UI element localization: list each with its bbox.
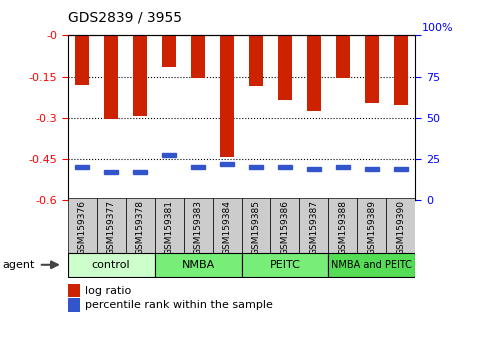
Text: agent: agent xyxy=(2,260,35,270)
Bar xyxy=(249,35,263,86)
Bar xyxy=(191,35,205,78)
FancyBboxPatch shape xyxy=(155,253,242,278)
Text: NMBA and PEITC: NMBA and PEITC xyxy=(331,260,412,270)
Text: GSM159383: GSM159383 xyxy=(194,200,202,255)
FancyBboxPatch shape xyxy=(328,198,357,253)
FancyBboxPatch shape xyxy=(357,198,386,253)
Text: GDS2839 / 3955: GDS2839 / 3955 xyxy=(68,11,182,25)
Text: 100%: 100% xyxy=(422,23,454,33)
FancyBboxPatch shape xyxy=(242,253,328,278)
Bar xyxy=(104,35,118,119)
Text: PEITC: PEITC xyxy=(270,260,300,270)
Bar xyxy=(336,35,350,78)
Bar xyxy=(191,165,205,169)
FancyBboxPatch shape xyxy=(386,198,415,253)
Text: GSM159378: GSM159378 xyxy=(136,200,144,255)
Bar xyxy=(75,165,89,169)
Bar xyxy=(220,161,234,166)
Bar xyxy=(278,165,292,169)
Text: GSM159386: GSM159386 xyxy=(281,200,289,255)
FancyBboxPatch shape xyxy=(328,253,415,278)
FancyBboxPatch shape xyxy=(299,198,328,253)
Text: GSM159376: GSM159376 xyxy=(78,200,86,255)
Text: log ratio: log ratio xyxy=(85,286,131,296)
Text: GSM159381: GSM159381 xyxy=(165,200,173,255)
FancyBboxPatch shape xyxy=(68,253,155,278)
Bar xyxy=(162,153,176,158)
Bar xyxy=(307,166,321,171)
FancyBboxPatch shape xyxy=(242,198,270,253)
Bar xyxy=(133,35,147,116)
Text: GSM159390: GSM159390 xyxy=(397,200,405,255)
FancyBboxPatch shape xyxy=(155,198,184,253)
Text: GSM159389: GSM159389 xyxy=(368,200,376,255)
Bar xyxy=(75,35,89,85)
Bar xyxy=(336,165,350,169)
Text: control: control xyxy=(92,260,130,270)
Text: GSM159384: GSM159384 xyxy=(223,200,231,255)
FancyBboxPatch shape xyxy=(184,198,213,253)
Text: NMBA: NMBA xyxy=(182,260,214,270)
Text: GSM159387: GSM159387 xyxy=(310,200,318,255)
Bar xyxy=(394,35,408,105)
Bar xyxy=(278,35,292,100)
Bar xyxy=(133,170,147,174)
Text: GSM159388: GSM159388 xyxy=(339,200,347,255)
Bar xyxy=(365,35,379,103)
Text: GSM159385: GSM159385 xyxy=(252,200,260,255)
FancyBboxPatch shape xyxy=(213,198,242,253)
FancyBboxPatch shape xyxy=(270,198,299,253)
FancyBboxPatch shape xyxy=(68,198,97,253)
Bar xyxy=(307,35,321,111)
Text: percentile rank within the sample: percentile rank within the sample xyxy=(85,300,272,310)
Bar xyxy=(162,35,176,67)
Text: GSM159377: GSM159377 xyxy=(107,200,115,255)
FancyBboxPatch shape xyxy=(97,198,126,253)
Bar xyxy=(249,165,263,169)
FancyBboxPatch shape xyxy=(126,198,155,253)
Bar xyxy=(104,170,118,174)
Bar xyxy=(365,166,379,171)
Bar xyxy=(394,166,408,171)
Bar xyxy=(220,35,234,158)
